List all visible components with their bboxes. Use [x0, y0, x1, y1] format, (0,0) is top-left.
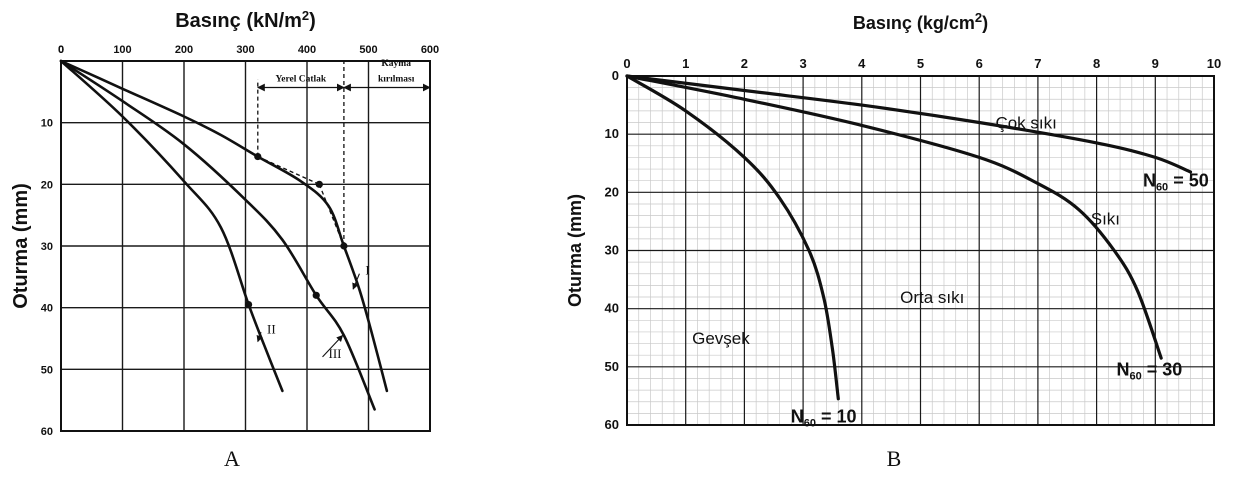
- y-tick-label: 30: [41, 241, 53, 253]
- x-tick-label: 5: [917, 56, 924, 71]
- y-tick-label: 60: [41, 426, 53, 438]
- series-label-main: N: [1117, 360, 1130, 380]
- x-tick-label: 0: [58, 44, 64, 56]
- series-label-rest: = 10: [816, 406, 857, 426]
- series-line-3: [59, 59, 284, 393]
- y-axis-title: Oturma (mm): [565, 194, 585, 307]
- panel-caption: B: [887, 446, 902, 471]
- x-tick-label: 7: [1034, 56, 1041, 71]
- x-tick-label: 400: [298, 44, 316, 56]
- annotation-label: kırılması: [378, 75, 415, 85]
- x-axis-title: Basınç (kN/m2): [175, 8, 316, 32]
- y-tick-label: 30: [605, 243, 619, 258]
- series-label-rest: = 30: [1142, 360, 1183, 380]
- x-axis-title-sup: 2: [975, 10, 982, 25]
- series-label-main: N: [1143, 171, 1156, 191]
- series-label-arrow: [256, 332, 263, 343]
- y-tick-label: 10: [605, 126, 619, 141]
- x-tick-label: 1: [682, 56, 689, 71]
- x-tick-label: 200: [175, 44, 193, 56]
- data-point: [315, 180, 323, 188]
- series-label: N60 = 30: [1117, 360, 1183, 383]
- x-axis-title: Basınç (kg/cm2): [853, 10, 988, 33]
- x-tick-label: 9: [1152, 56, 1159, 71]
- data-point: [340, 242, 348, 250]
- series-label: II: [267, 321, 276, 336]
- x-axis-title-unit: (kg/cm: [912, 13, 975, 33]
- series-label-sub: 60: [1156, 182, 1168, 194]
- y-tick-label: 10: [41, 118, 53, 130]
- plot-frame: [60, 60, 431, 432]
- x-tick-label: 10: [1207, 56, 1221, 71]
- x-tick-label: 500: [359, 44, 377, 56]
- x-tick-label: 600: [421, 44, 439, 56]
- series-line-2: [59, 59, 376, 411]
- y-tick-label: 20: [605, 184, 619, 199]
- annotation-label: Yerel Catlak: [275, 75, 326, 85]
- x-tick-label: 300: [236, 44, 254, 56]
- y-tick-label: 0: [612, 68, 619, 83]
- series-label: I: [365, 263, 369, 278]
- y-tick-label: 40: [41, 303, 53, 315]
- region-label: Sıkı: [1091, 210, 1120, 229]
- x-axis-title-sup: 2: [302, 8, 309, 23]
- series-line-1: [625, 74, 1193, 174]
- x-axis-title-close: ): [309, 10, 316, 32]
- annotation-label: Kayma: [381, 59, 411, 69]
- x-axis-title-unit: (kN/m: [241, 10, 302, 32]
- x-axis-title-close: ): [982, 13, 988, 33]
- series-label-arrow: [322, 334, 344, 358]
- series-line-2: [625, 74, 1163, 360]
- panel-caption: A: [224, 446, 240, 471]
- x-tick-label: 4: [858, 56, 866, 71]
- y-axis-title: Oturma (mm): [10, 183, 32, 309]
- data-point: [244, 300, 253, 309]
- series-label: N60 = 10: [791, 406, 857, 429]
- y-tick-label: 50: [41, 364, 53, 376]
- x-tick-label: 3: [799, 56, 806, 71]
- dashed-guide-line: [257, 155, 320, 185]
- x-tick-label: 8: [1093, 56, 1100, 71]
- series-label-rest: = 50: [1168, 171, 1209, 191]
- series-line-3: [625, 74, 840, 401]
- y-tick-label: 50: [605, 359, 619, 374]
- region-label: Çok sıkı: [995, 114, 1056, 133]
- y-tick-label: 40: [605, 301, 619, 316]
- data-point: [312, 291, 320, 299]
- region-label: Gevşek: [692, 329, 750, 348]
- x-tick-label-origin: 0: [58, 44, 64, 56]
- series-line-1: [59, 59, 389, 393]
- x-tick-label: 0: [623, 56, 630, 71]
- x-tick-label: 6: [976, 56, 983, 71]
- data-point: [254, 152, 262, 161]
- y-tick-label: 60: [605, 417, 619, 432]
- series-label-sub: 60: [1130, 371, 1142, 383]
- x-axis-title-text: Basınç: [853, 13, 912, 33]
- x-axis-title-text: Basınç: [175, 10, 241, 32]
- x-tick-label: 2: [741, 56, 748, 71]
- series-label: N60 = 50: [1143, 171, 1209, 194]
- series-label-arrow: [352, 273, 360, 290]
- x-tick-label: 100: [113, 44, 131, 56]
- series-label: III: [329, 346, 342, 361]
- series-label-main: N: [791, 406, 804, 426]
- plot-frame: [626, 75, 1215, 426]
- y-tick-label: 20: [41, 179, 53, 191]
- series-label-sub: 60: [804, 417, 816, 429]
- region-label: Orta sıkı: [900, 288, 964, 307]
